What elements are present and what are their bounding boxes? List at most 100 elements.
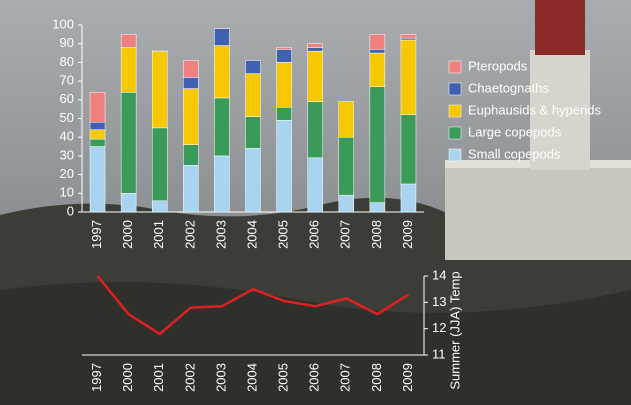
x-tick-label: 2008 [369, 363, 384, 392]
x-tick-label: 2005 [276, 363, 291, 392]
x-tick-label: 2006 [307, 220, 322, 249]
bar-segment [400, 34, 417, 39]
y-tick-label: 30 [60, 147, 74, 162]
legend-swatch [448, 126, 462, 140]
x-tick-label: 2009 [400, 363, 415, 392]
bar-segment [369, 52, 386, 87]
bar-segment [369, 86, 386, 203]
legend-swatch [448, 82, 462, 96]
y-tick-label: 0 [67, 203, 74, 218]
bar-chart: 0 10 20 30 40 50 60 70 80 90 100 1997 2000 2001 2002 20… [52, 16, 601, 248]
x-tick-label: 2005 [276, 220, 291, 249]
x-tick-label: 2008 [369, 220, 384, 249]
x-tick-label: 2009 [400, 220, 415, 249]
bar-segment [214, 28, 230, 46]
bar-segment [338, 136, 355, 196]
y-tick-label: 40 [60, 129, 74, 144]
y-tick-label: 70 [60, 73, 74, 88]
x-tick-label: 2001 [151, 363, 166, 392]
x-tick-label: 2007 [338, 363, 353, 392]
bar-segment [151, 200, 168, 213]
bar-segment [307, 157, 323, 213]
y-tick-label: 60 [60, 91, 74, 106]
bar-segment [245, 148, 261, 213]
bar-segment [120, 193, 137, 213]
bar-segment [245, 60, 261, 74]
bar-segment [400, 37, 417, 41]
legend-label: Small copepods [468, 146, 561, 161]
bar-segment [307, 50, 323, 102]
legend-swatch [448, 148, 462, 162]
y-tick-label: 50 [60, 110, 74, 125]
bar-segment [89, 129, 106, 140]
bar-segment [89, 146, 106, 213]
bar-segment [151, 127, 168, 202]
legend-swatch [448, 104, 462, 118]
y2-tick-label: 11 [432, 346, 446, 361]
bar-segment [214, 155, 230, 213]
x-tick-label: 2004 [244, 220, 259, 249]
bar-segment [214, 45, 230, 99]
line-chart: 11 12 13 14 Summer (JJA) Temp 1997 2000 2001 200… [82, 267, 462, 392]
bar-segment [400, 39, 417, 116]
bar-segment [120, 47, 137, 93]
bar-segment [245, 116, 261, 149]
bar-segment [276, 49, 292, 63]
y2-axis-label: Summer (JJA) Temp [447, 271, 462, 389]
bar-segment [307, 47, 323, 52]
x-tick-label: 2002 [182, 220, 197, 249]
bar-segment [307, 101, 323, 159]
legend-label: Pteropods [468, 58, 528, 73]
x-tick-label: 2003 [213, 363, 228, 392]
x-tick-label: 2002 [182, 363, 197, 392]
legend-swatch [448, 60, 462, 74]
bar-segment [400, 183, 417, 213]
y2-tick-label: 12 [432, 320, 446, 335]
x-tick-label: 1997 [89, 220, 104, 249]
y-tick-label: 20 [60, 166, 74, 181]
bar-segment [183, 165, 199, 213]
y2-tick-label: 13 [432, 294, 446, 309]
legend-label: Euphausids & hyperids [468, 102, 601, 117]
bar-segment [276, 107, 292, 121]
x-tick-label: 2006 [307, 363, 322, 392]
x-tick-label: 1997 [89, 363, 104, 392]
y-tick-label: 100 [52, 16, 74, 31]
y-tick-label: 90 [60, 35, 74, 50]
bar-segment [183, 60, 199, 78]
x-tick-label: 2004 [244, 363, 259, 392]
bar-segment [276, 62, 292, 108]
bar-segment [89, 121, 106, 130]
y2-tick-label: 14 [432, 267, 446, 282]
bar-segment [369, 49, 386, 54]
x-tick-label: 2001 [151, 220, 166, 249]
bar-segment [120, 92, 137, 194]
bar-segment [276, 120, 292, 213]
bar-segment [369, 202, 386, 213]
x-tick-label: 2000 [120, 363, 135, 392]
bar-segment [89, 138, 106, 147]
bar-segment [151, 49, 168, 52]
bar-segment [214, 97, 230, 157]
x-tick-label: 2007 [338, 220, 353, 249]
legend-label: Large copepods [468, 124, 562, 139]
bar-segment [245, 73, 261, 117]
bar-segment [151, 50, 168, 129]
bar-segment [183, 88, 199, 145]
line [96, 275, 410, 336]
bar-segment [307, 43, 323, 48]
bar-segment [400, 114, 417, 185]
legend-label: Chaetognaths [468, 80, 549, 95]
x-tick-label: 2000 [120, 220, 135, 249]
x-tick-label: 2003 [213, 220, 228, 249]
bar-segment [89, 92, 106, 123]
bar-segment [120, 34, 137, 48]
y-tick-label: 80 [60, 54, 74, 69]
bar-segment [183, 77, 199, 89]
bar-segment [369, 34, 386, 50]
bar-segment [276, 47, 292, 50]
bar-segment [338, 101, 355, 138]
bar-segment [338, 194, 355, 213]
bar-segment [183, 144, 199, 166]
